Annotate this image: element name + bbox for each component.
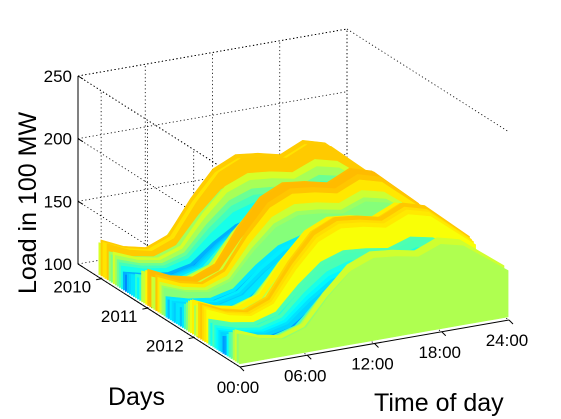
y-tick-mark xyxy=(96,278,102,281)
grid-line xyxy=(77,75,241,180)
z-axis-title: Load in 100 MW xyxy=(14,112,42,294)
z-tick-mark xyxy=(77,200,84,205)
z-tick-mark xyxy=(77,263,84,268)
y-axis-title: Days xyxy=(108,383,165,411)
z-tick-label: 150 xyxy=(44,192,72,211)
x-tick-mark xyxy=(441,331,447,337)
y-tick-mark xyxy=(142,307,148,310)
y-tick-mark xyxy=(188,337,194,340)
x-tick-mark xyxy=(306,354,312,360)
x-axis-title: Time of day xyxy=(374,389,504,417)
x-tick-label: 18:00 xyxy=(418,343,461,362)
z-tick-label: 250 xyxy=(44,67,72,86)
grid-line xyxy=(77,91,348,140)
y-tick-label: 2010 xyxy=(53,278,91,297)
x-tick-mark xyxy=(508,319,514,325)
y-axis-line xyxy=(77,263,241,368)
y-tick-label: 2011 xyxy=(101,307,138,326)
x-tick-mark xyxy=(239,366,245,372)
x-tick-label: 06:00 xyxy=(284,366,327,385)
load-surface xyxy=(98,139,509,365)
tick-labels: 00:00 06:00 12:00 18:00 24:00 2010 2011 2012 100… xyxy=(44,67,529,397)
x-tick-label: 12:00 xyxy=(351,355,394,374)
x-tick-label: 24:00 xyxy=(486,331,529,350)
x-tick-mark xyxy=(374,343,379,348)
z-tick-label: 200 xyxy=(44,130,72,149)
grid-line xyxy=(77,153,348,202)
z-tick-mark xyxy=(77,138,84,143)
z-tick-label: 100 xyxy=(44,255,72,274)
grid-line xyxy=(77,28,348,77)
grid-line xyxy=(346,28,510,133)
z-tick-mark xyxy=(77,75,84,80)
day-ribbon xyxy=(238,243,509,365)
x-tick-label: 00:00 xyxy=(217,378,260,397)
y-tick-label: 2012 xyxy=(146,337,184,356)
